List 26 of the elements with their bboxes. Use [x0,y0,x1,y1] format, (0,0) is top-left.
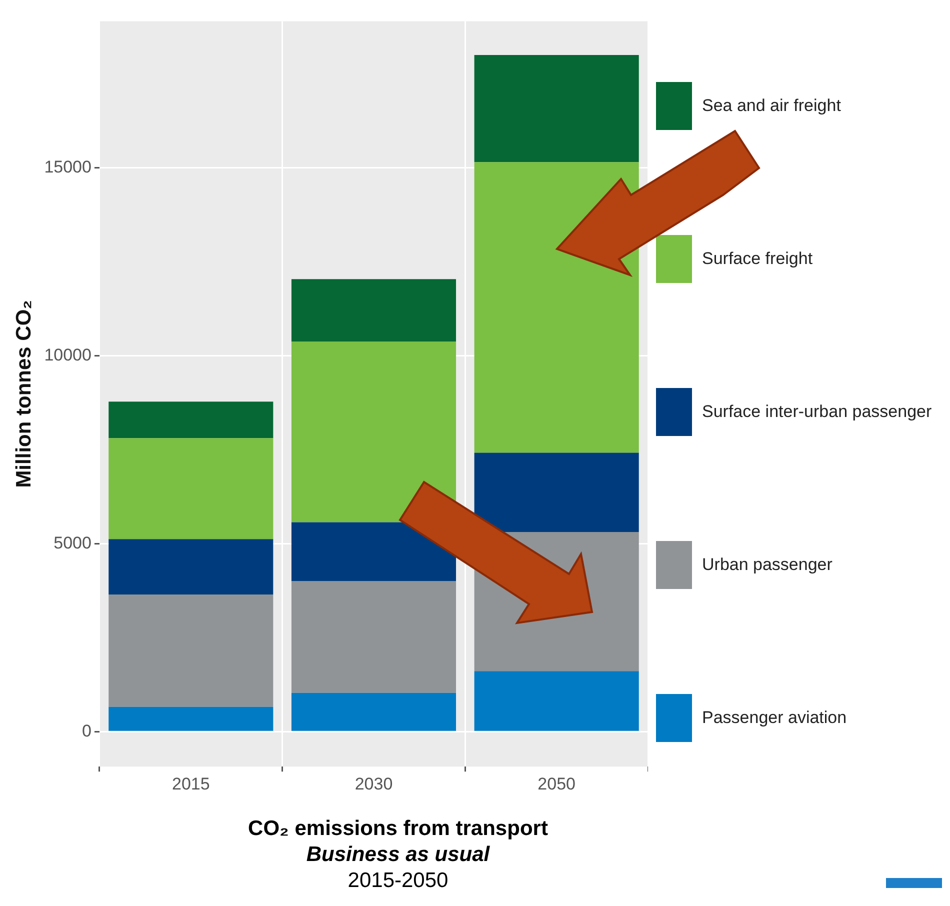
x-tick-label: 2015 [172,774,210,794]
y-tick-label: 0 [82,721,92,740]
bar [108,706,274,731]
x-tick-label: 2050 [538,774,576,794]
text: Passenger aviation [702,708,847,728]
bar [291,341,456,522]
bar [291,581,456,693]
bar [108,438,274,540]
y-tick-label: 10000 [44,345,92,364]
bar [108,539,274,594]
x-tick-label: 2030 [354,774,393,794]
bar [108,594,274,707]
y-axis-title: Million tonnes CO₂ [12,300,36,488]
text: Urban passenger [702,555,832,575]
text: Sea and air freight [702,96,841,116]
text: Surface inter-urban passenger [702,402,932,422]
text: CO₂ emissions from transport [247,816,549,842]
bar [108,402,274,438]
bar [474,671,639,731]
bar [291,692,456,731]
bar [291,279,456,342]
y-tick-label: 5000 [54,533,92,552]
text: 2015-2050 [346,868,450,894]
y-tick-label: 15000 [44,157,92,176]
text: Surface freight [702,249,813,269]
text: Business as usual [305,842,491,868]
